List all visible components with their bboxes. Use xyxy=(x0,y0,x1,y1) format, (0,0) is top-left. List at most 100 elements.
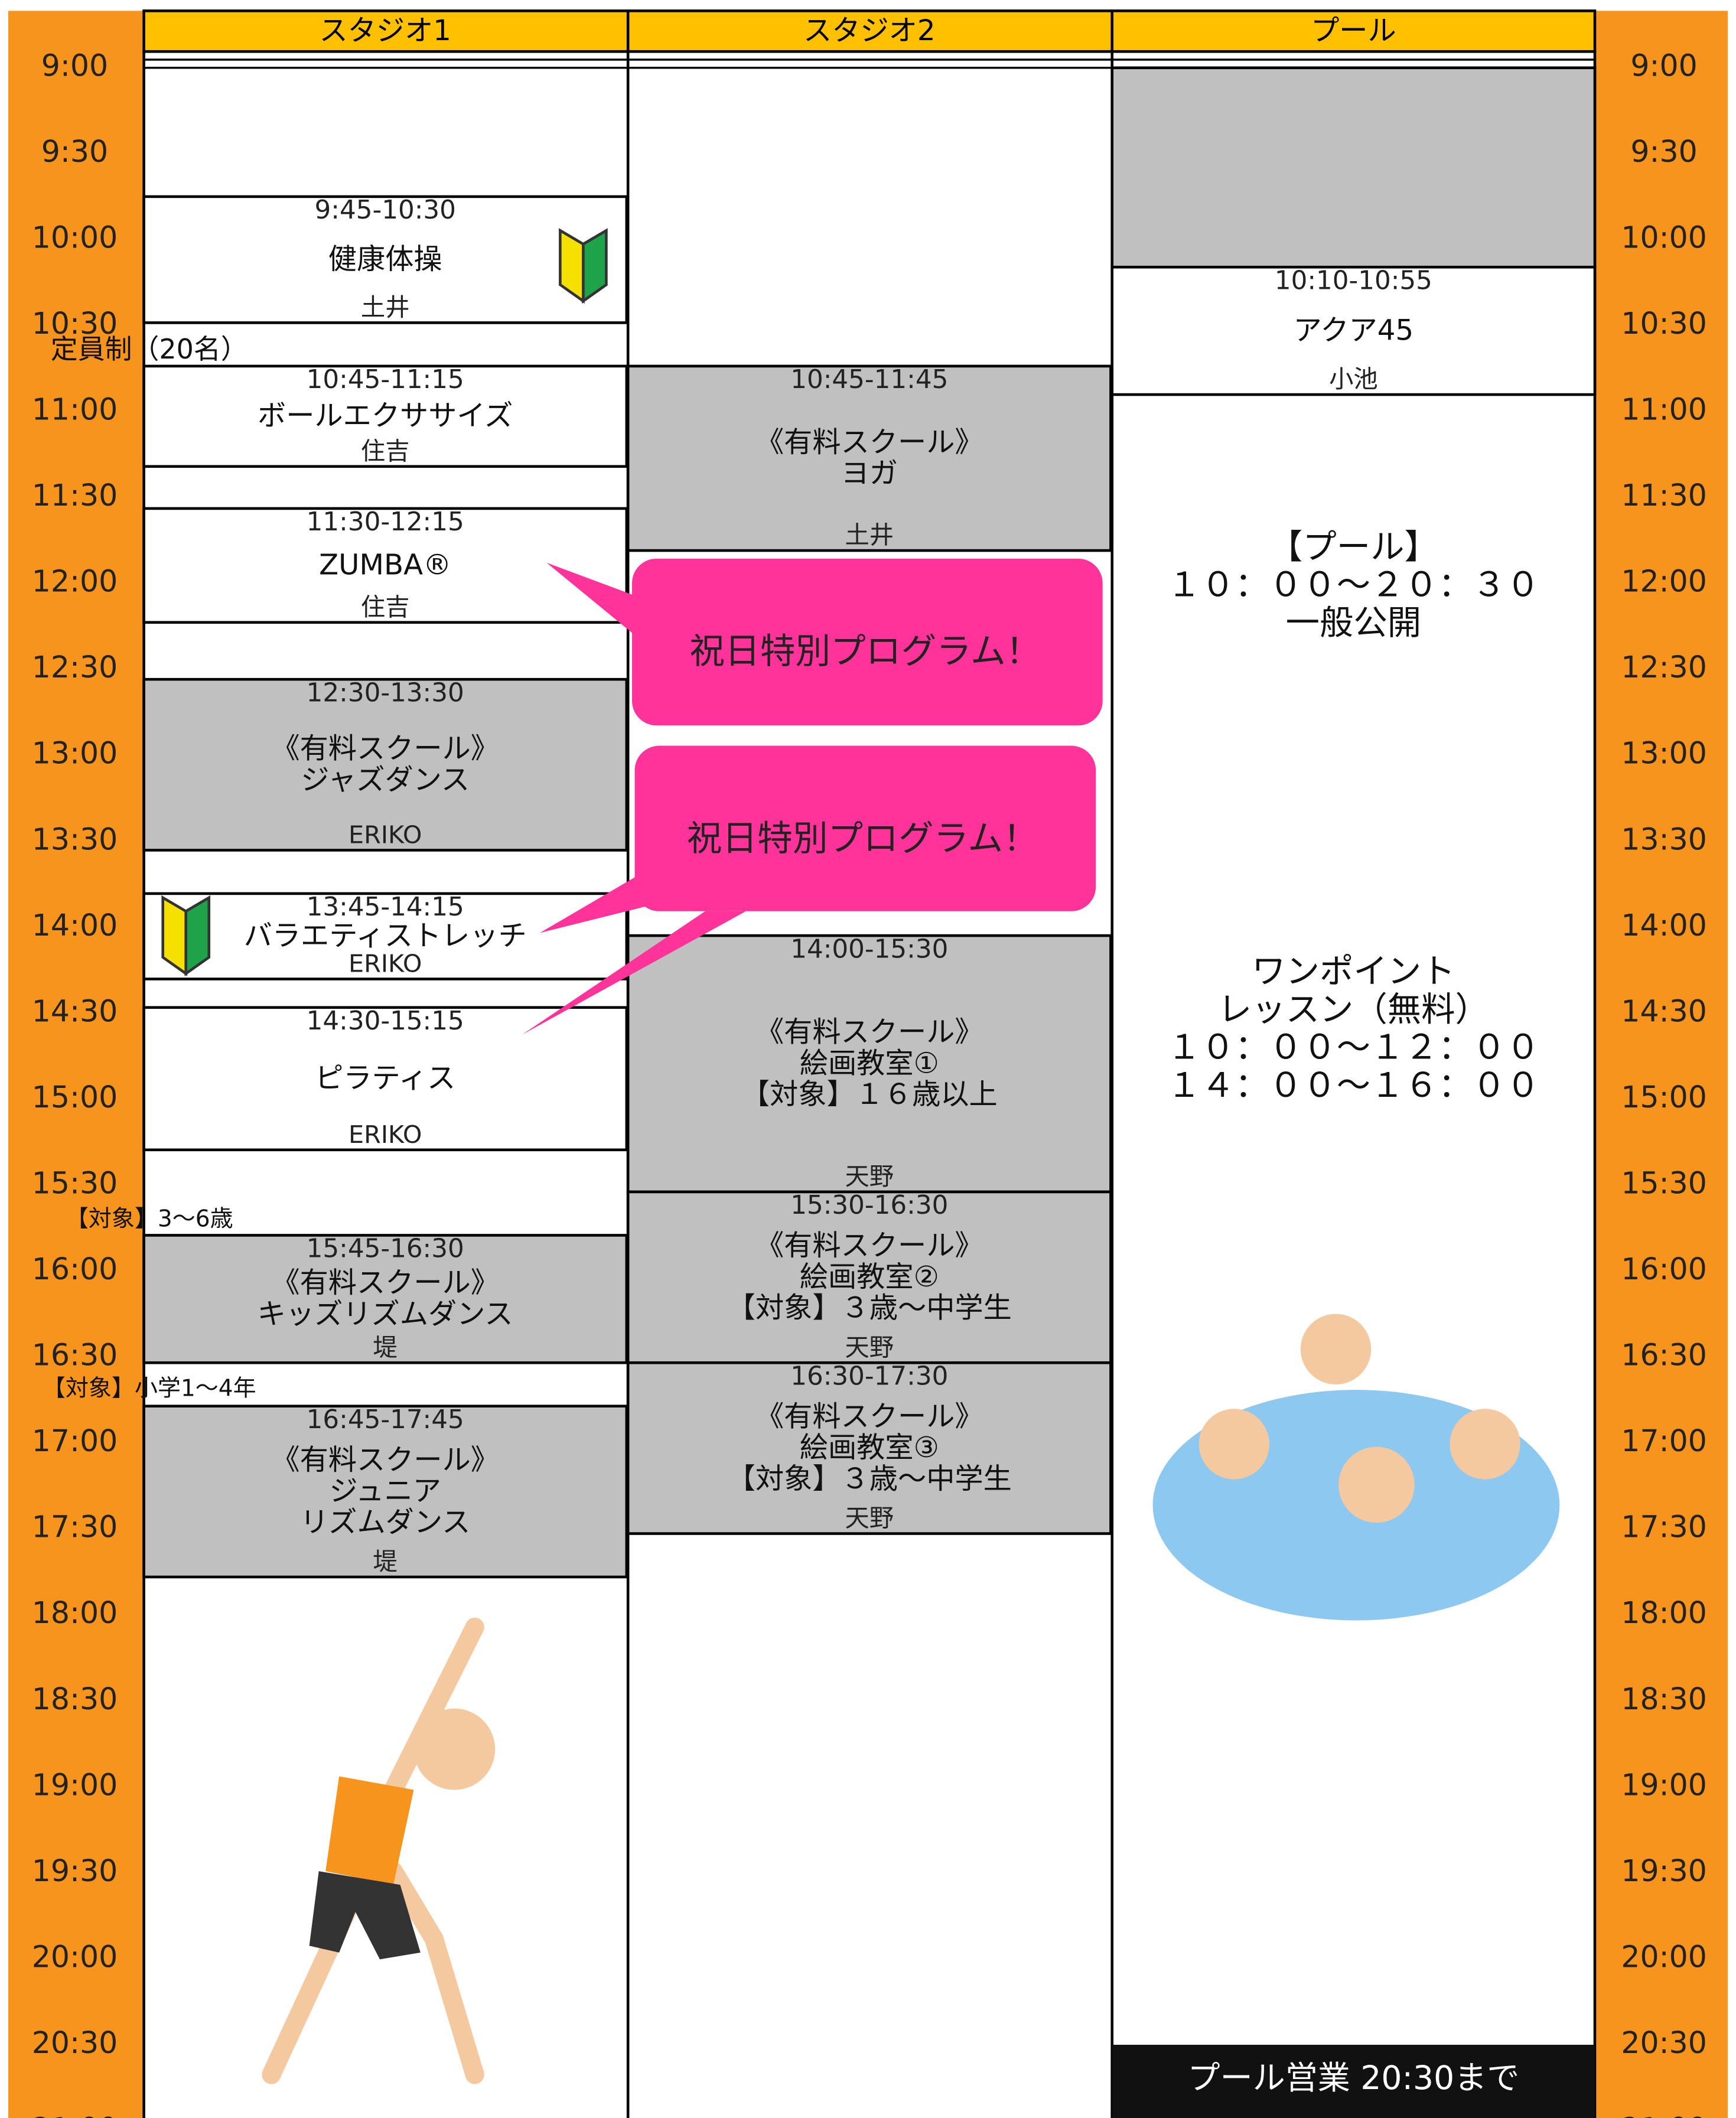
time-label: 16:30 xyxy=(32,1338,118,1373)
time-label: 20:00 xyxy=(1621,1939,1707,1974)
event-time: 10:45-11:45 xyxy=(790,365,948,395)
event-time: 10:10-10:55 xyxy=(1275,266,1432,296)
pool-info: 【プール】 xyxy=(1269,527,1438,566)
pool-lesson: レッスン（無料） xyxy=(1218,989,1489,1029)
time-label: 9:30 xyxy=(41,134,108,169)
event-title: アクア45 xyxy=(1294,314,1414,347)
event-instructor: 堤 xyxy=(373,1333,398,1361)
event-box xyxy=(626,1190,1112,1364)
event-time: 12:30-13:30 xyxy=(307,678,464,708)
time-label: 20:30 xyxy=(1621,2025,1707,2060)
time-label: 11:30 xyxy=(32,478,118,513)
time-label: 10:00 xyxy=(1621,220,1707,255)
beginner-mark xyxy=(161,228,608,976)
callout: 祝日特別プログラム！ 祝日特別プログラム！ xyxy=(522,558,1103,1035)
event-box xyxy=(142,1405,628,1579)
time-label: 14:00 xyxy=(32,908,118,943)
event-instructor: 住吉 xyxy=(361,437,410,465)
event-title: ZUMBA® xyxy=(319,549,451,582)
pool-info: 一般公開 xyxy=(1286,603,1422,643)
swimmer xyxy=(1198,1409,1270,1480)
time-label: 11:30 xyxy=(1621,478,1707,513)
event-instructor: 小池 xyxy=(1329,365,1378,393)
time-label: 18:30 xyxy=(1621,1682,1707,1716)
event-title: 《有料スクール》 xyxy=(271,1444,499,1477)
event-box xyxy=(142,195,628,324)
event-instructor: 土井 xyxy=(361,293,410,321)
event-title: ジュニア xyxy=(329,1475,441,1508)
event-title: ジャズダンス xyxy=(301,764,470,797)
event-title: ボールエクササイズ xyxy=(258,399,513,432)
pool-banner: プール営業 20:30まで xyxy=(1187,2059,1519,2097)
time-label: 15:00 xyxy=(32,1080,118,1115)
time-label: 20:00 xyxy=(32,1939,118,1974)
time-label: 12:30 xyxy=(32,650,118,685)
event-time: 9:45-10:30 xyxy=(315,195,456,225)
event-box xyxy=(626,364,1112,552)
event-instructor: ERIKO xyxy=(348,950,422,978)
pool-lesson: １０：００〜１２：００ xyxy=(1167,1028,1540,1067)
pool-lesson: １４：００〜１６：００ xyxy=(1167,1065,1540,1105)
time-label: 9:30 xyxy=(1630,134,1697,169)
event-box xyxy=(626,1361,1112,1535)
time-label: 14:30 xyxy=(32,993,118,1028)
column-header: スタジオ2 xyxy=(803,14,935,47)
time-label: 21:00 xyxy=(32,2112,118,2118)
time-label: 9:00 xyxy=(1630,48,1697,83)
note: 【対象】小学1〜4年 xyxy=(43,1376,256,1402)
time-label: 17:00 xyxy=(1621,1423,1707,1458)
event-time: 14:30-15:15 xyxy=(307,1006,464,1036)
content: 9:00 9:00 9:30 9:30 10:00 10:00 10:30 10:30 11:0… xyxy=(32,48,1707,2118)
event-box xyxy=(142,507,628,624)
event-title: バラエティストレッチ xyxy=(244,920,527,953)
event-time: 13:45-14:15 xyxy=(307,892,464,922)
time-label: 13:30 xyxy=(1621,822,1707,856)
event-instructor: 天野 xyxy=(845,1162,894,1191)
banner-bg xyxy=(1112,2045,1595,2118)
time-label: 15:30 xyxy=(32,1165,118,1200)
event-instructor: 住吉 xyxy=(361,593,410,621)
event-title: ピラティス xyxy=(315,1062,455,1095)
note: 定員制（20名） xyxy=(51,333,248,365)
callout-text: 祝日特別プログラム！ xyxy=(687,819,1038,859)
closed-block xyxy=(1110,66,1597,269)
time-label: 13:00 xyxy=(1621,736,1707,771)
event-title: 《有料スクール》 xyxy=(755,1229,983,1262)
event-box xyxy=(142,364,628,468)
note: 【対象】3〜6歳 xyxy=(66,1206,233,1233)
time-label: 17:00 xyxy=(32,1423,118,1458)
event-box xyxy=(142,1234,628,1364)
pool-info: １０：００〜２０：３０ xyxy=(1167,565,1540,605)
time-label: 17:30 xyxy=(32,1510,118,1544)
event-box xyxy=(142,892,628,980)
time-label: 20:30 xyxy=(32,2025,118,2060)
event-time: 15:30-16:30 xyxy=(790,1191,948,1220)
event-time: 16:45-17:45 xyxy=(307,1405,464,1435)
time-label: 14:00 xyxy=(1621,908,1707,943)
time-label: 14:30 xyxy=(1621,993,1707,1028)
time-label: 16:30 xyxy=(1621,1338,1707,1373)
time-label: 16:00 xyxy=(1621,1252,1707,1286)
event-instructor: ERIKO xyxy=(348,1120,422,1149)
event-title: 【対象】３歳〜中学生 xyxy=(727,1462,1012,1495)
event-instructor: 天野 xyxy=(845,1333,894,1361)
pool-illustration xyxy=(1152,1314,1560,1621)
time-bar-right xyxy=(1596,11,1728,2118)
time-label: 18:00 xyxy=(1621,1595,1707,1630)
time-label: 15:30 xyxy=(1621,1165,1707,1200)
time-label: 11:00 xyxy=(32,392,118,426)
stretch-illustration xyxy=(262,1617,496,2084)
time-label: 19:00 xyxy=(32,1767,118,1802)
pool-lesson: ワンポイント xyxy=(1252,952,1455,991)
event-title: 《有料スクール》 xyxy=(755,1016,983,1049)
event-title: ヨガ xyxy=(841,457,898,490)
event-time: 16:30-17:30 xyxy=(790,1362,948,1392)
column-header: スタジオ1 xyxy=(319,14,451,47)
event-title: リズムダンス xyxy=(300,1506,470,1539)
time-label: 11:00 xyxy=(1621,392,1707,426)
time-label: 18:30 xyxy=(32,1682,118,1716)
event-time: 14:00-15:30 xyxy=(790,934,948,964)
event-time: 15:45-16:30 xyxy=(307,1234,464,1264)
time-label: 9:00 xyxy=(41,48,108,83)
